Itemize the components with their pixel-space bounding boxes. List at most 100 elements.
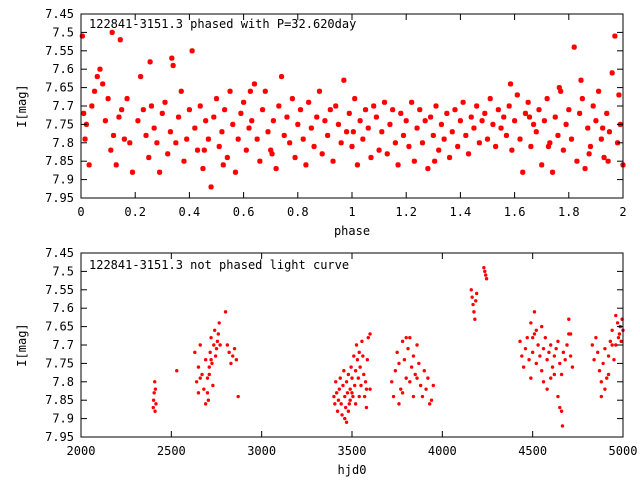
unphased-data-point	[231, 354, 235, 358]
unphased-data-point	[225, 343, 230, 347]
unphased-data-point	[418, 383, 423, 388]
phased-data-point	[251, 81, 258, 87]
unphased-data-point	[408, 335, 412, 340]
phased-data-point	[216, 143, 222, 150]
phased-y-tick-label: 7.65	[45, 81, 74, 95]
phased-data-point	[517, 136, 523, 142]
unphased-data-point	[470, 295, 474, 299]
phased-plot-title: 122841-3151.3 phased with P=32.620day	[89, 17, 356, 31]
phased-data-point	[300, 136, 306, 142]
unphased-data-point	[196, 365, 201, 369]
phased-data-point	[520, 169, 526, 175]
phased-data-point	[593, 118, 599, 124]
phased-data-point	[585, 125, 591, 131]
unphased-data-point	[368, 332, 372, 336]
unphased-data-point	[606, 354, 611, 358]
phased-data-point	[406, 143, 412, 150]
unphased-data-point	[215, 339, 220, 344]
unphased-data-point	[612, 358, 616, 362]
unphased-y-tick-label: 7.7	[52, 338, 74, 352]
unphased-y-tick-label: 7.85	[45, 393, 74, 407]
unphased-data-point	[346, 372, 351, 377]
unphased-data-point	[343, 405, 348, 410]
unphased-data-point	[334, 391, 339, 395]
unphased-data-point	[529, 321, 533, 325]
unphased-data-point	[415, 376, 419, 380]
phased-data-point	[360, 136, 366, 142]
unphased-data-point	[198, 376, 202, 380]
phased-x-tick-label: 0	[77, 205, 84, 219]
phased-data-point	[507, 81, 514, 87]
unphased-data-point	[353, 369, 358, 373]
unphased-data-point	[336, 398, 341, 402]
unphased-x-tick-label: 4500	[518, 444, 547, 458]
unphased-data-point	[218, 343, 222, 347]
phased-data-point	[568, 136, 575, 142]
phased-data-point	[438, 121, 445, 127]
phased-data-point	[381, 99, 388, 105]
phased-data-point	[108, 147, 114, 153]
unphased-data-point	[151, 398, 156, 402]
unphased-data-point	[529, 376, 533, 380]
unphased-data-point	[365, 358, 370, 362]
unphased-data-point	[556, 394, 560, 399]
phased-data-point	[169, 55, 175, 61]
unphased-data-point	[351, 394, 355, 399]
unphased-data-point	[153, 380, 157, 384]
phased-data-point	[319, 151, 325, 157]
phased-data-point	[598, 136, 604, 142]
unphased-data-point	[358, 365, 362, 369]
phased-data-point	[208, 184, 214, 190]
phased-data-point	[479, 118, 485, 124]
phased-data-point	[102, 118, 108, 124]
unphased-y-tick-label: 7.6	[52, 301, 74, 315]
unphased-data-point	[397, 402, 401, 406]
unphased-data-point	[603, 346, 607, 351]
unphased-data-point	[538, 354, 542, 358]
phased-data-point	[558, 88, 564, 94]
unphased-data-point	[616, 335, 621, 340]
unphased-data-point	[554, 346, 558, 351]
phased-data-point	[403, 118, 409, 124]
unphased-data-point	[364, 405, 369, 410]
unphased-data-point	[473, 317, 477, 321]
unphased-data-point	[420, 394, 425, 399]
phased-data-point	[254, 136, 260, 142]
phased-data-point	[509, 147, 515, 153]
phased-axis-ticks: 7.457.57.557.67.657.77.757.87.857.97.950…	[45, 7, 627, 219]
phased-data-point	[441, 136, 447, 142]
unphased-data-point	[227, 350, 231, 355]
unphased-data-point	[357, 394, 361, 399]
unphased-data-point	[560, 424, 565, 428]
phased-data-point	[490, 121, 496, 127]
phased-data-point	[200, 165, 206, 172]
phased-data-point	[97, 66, 103, 72]
phased-data-point	[601, 154, 607, 161]
unphased-data-point	[354, 343, 359, 347]
unphased-data-point	[561, 350, 566, 355]
phased-data-point	[314, 114, 320, 120]
unphased-data-point	[550, 365, 555, 369]
phased-data-point	[86, 162, 92, 168]
phased-data-point	[194, 147, 201, 153]
unphased-data-point	[348, 387, 352, 391]
phased-x-tick-label: 0.2	[124, 205, 146, 219]
unphased-data-point	[402, 358, 407, 362]
unphased-data-point	[547, 350, 551, 355]
unphased-data-point	[175, 369, 179, 373]
phased-data-point	[227, 88, 233, 94]
phased-data-point	[238, 110, 244, 116]
phased-data-point	[530, 121, 537, 127]
phased-data-point	[384, 151, 390, 157]
phased-data-point	[109, 29, 115, 35]
phased-data-point	[596, 88, 602, 94]
phased-data-point	[259, 107, 266, 113]
unphased-data-point	[426, 376, 430, 380]
unphased-data-point	[232, 346, 237, 351]
unphased-data-point	[360, 339, 364, 344]
phased-y-axis-label: I[mag]	[15, 84, 29, 127]
phased-data-point	[189, 48, 195, 54]
phased-data-point	[249, 118, 255, 124]
unphased-y-tick-label: 7.8	[52, 375, 74, 389]
phased-data-point	[292, 154, 298, 161]
